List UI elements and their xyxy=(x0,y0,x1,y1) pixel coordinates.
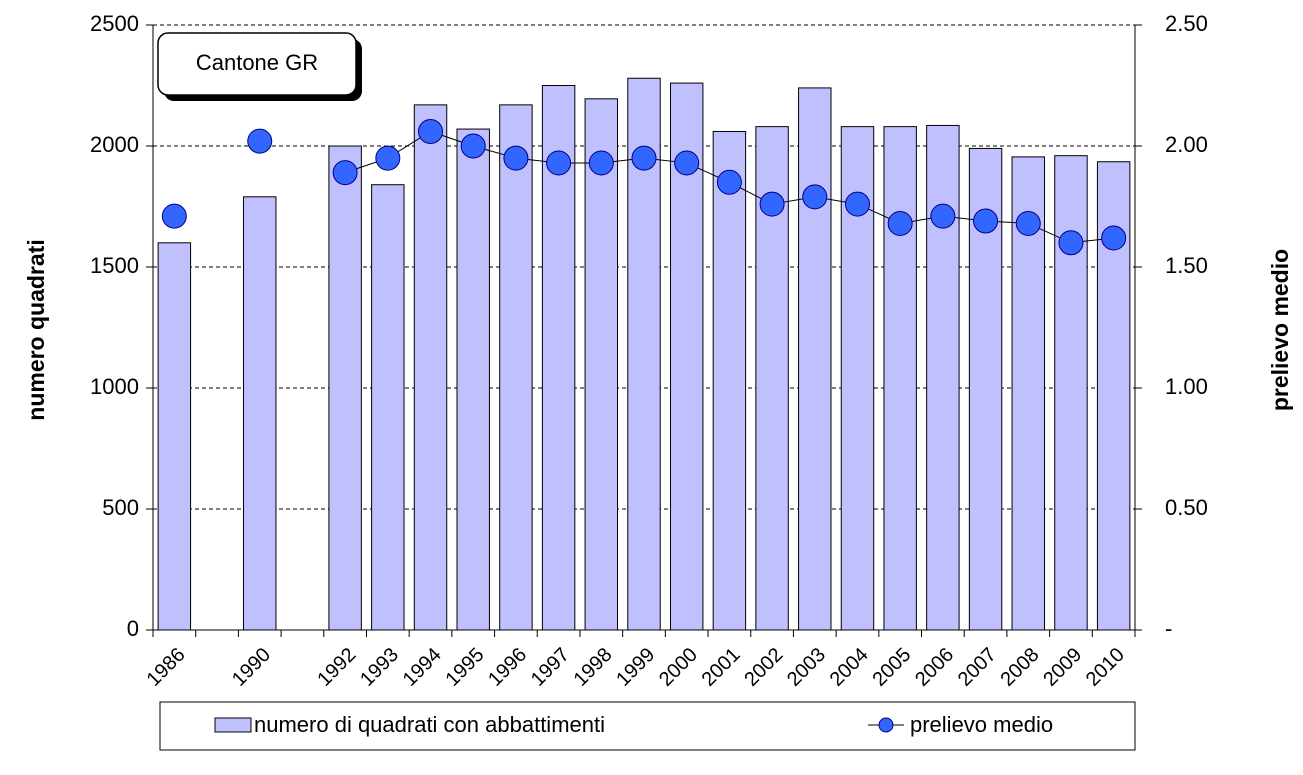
y-tick-label: 2000 xyxy=(90,132,139,157)
point xyxy=(973,208,999,234)
point xyxy=(716,169,742,195)
point xyxy=(1101,225,1127,251)
bar xyxy=(798,87,832,631)
bar xyxy=(371,184,405,631)
point xyxy=(844,191,870,217)
legend-label: prelievo medio xyxy=(910,712,1053,737)
point xyxy=(375,145,401,171)
point xyxy=(759,191,785,217)
point xyxy=(247,128,273,154)
bar xyxy=(883,126,917,631)
bar xyxy=(157,242,192,631)
bar xyxy=(456,128,490,631)
x-tick-label: 2007 xyxy=(954,644,1001,691)
legend-swatch xyxy=(214,717,252,733)
bar xyxy=(1054,155,1088,631)
point xyxy=(588,150,614,176)
y-axis-title: numero quadrati xyxy=(23,239,49,420)
bar xyxy=(243,196,277,631)
x-tick-label: 2001 xyxy=(698,644,745,691)
y-tick-label: 500 xyxy=(102,495,139,520)
x-tick-label: 1992 xyxy=(313,644,360,691)
point xyxy=(674,150,700,176)
y-tick-label: 0 xyxy=(127,616,139,641)
legend-marker xyxy=(878,717,894,733)
x-tick-label: 1994 xyxy=(399,644,446,691)
point xyxy=(1015,210,1041,236)
point xyxy=(418,118,444,144)
point xyxy=(503,145,529,171)
x-tick-label: 2005 xyxy=(868,644,915,691)
point xyxy=(332,160,358,186)
bar xyxy=(413,104,448,631)
x-tick-label: 1998 xyxy=(570,644,617,691)
y2-tick-label: 1.50 xyxy=(1165,253,1208,278)
legend-box xyxy=(159,701,1136,751)
y2-tick-label: 0.50 xyxy=(1165,495,1208,520)
y2-tick-label: - xyxy=(1165,616,1172,641)
x-tick-label: 1986 xyxy=(143,644,190,691)
point xyxy=(930,203,956,229)
annotation: Cantone GR xyxy=(196,50,318,75)
point xyxy=(460,133,486,159)
x-tick-label: 2000 xyxy=(655,644,702,691)
bar xyxy=(499,104,533,631)
y2-tick-label: 1.00 xyxy=(1165,374,1208,399)
y-tick-label: 1500 xyxy=(90,253,139,278)
legend-label: numero di quadrati con abbattimenti xyxy=(254,712,605,737)
x-tick-label: 2004 xyxy=(826,644,873,691)
annotation-box xyxy=(157,32,357,96)
y2-tick-label: 2.00 xyxy=(1165,132,1208,157)
bar xyxy=(712,130,747,631)
x-tick-label: 2009 xyxy=(1039,644,1086,691)
point xyxy=(1058,230,1084,256)
bar xyxy=(926,124,960,631)
x-tick-label: 1993 xyxy=(356,644,403,691)
x-tick-label: 2008 xyxy=(997,644,1044,691)
x-tick-label: 2003 xyxy=(783,644,830,691)
point xyxy=(546,150,572,176)
y-tick-label: 1000 xyxy=(90,374,139,399)
x-tick-label: 2006 xyxy=(911,644,958,691)
y-tick-label: 2500 xyxy=(90,11,139,36)
x-tick-label: 2010 xyxy=(1082,644,1129,691)
bar xyxy=(328,145,362,631)
x-tick-label: 1999 xyxy=(612,644,659,691)
point xyxy=(887,210,913,236)
x-tick-label: 2002 xyxy=(740,644,787,691)
x-tick-label: 1995 xyxy=(441,644,488,691)
x-tick-label: 1990 xyxy=(228,644,275,691)
point xyxy=(161,203,187,229)
point xyxy=(802,184,828,210)
point xyxy=(631,145,657,171)
y2-axis-title: prelievo medio xyxy=(1267,249,1293,411)
bar xyxy=(584,98,619,631)
x-tick-label: 1997 xyxy=(527,644,574,691)
y2-tick-label: 2.50 xyxy=(1165,11,1208,36)
x-tick-label: 1996 xyxy=(484,644,531,691)
